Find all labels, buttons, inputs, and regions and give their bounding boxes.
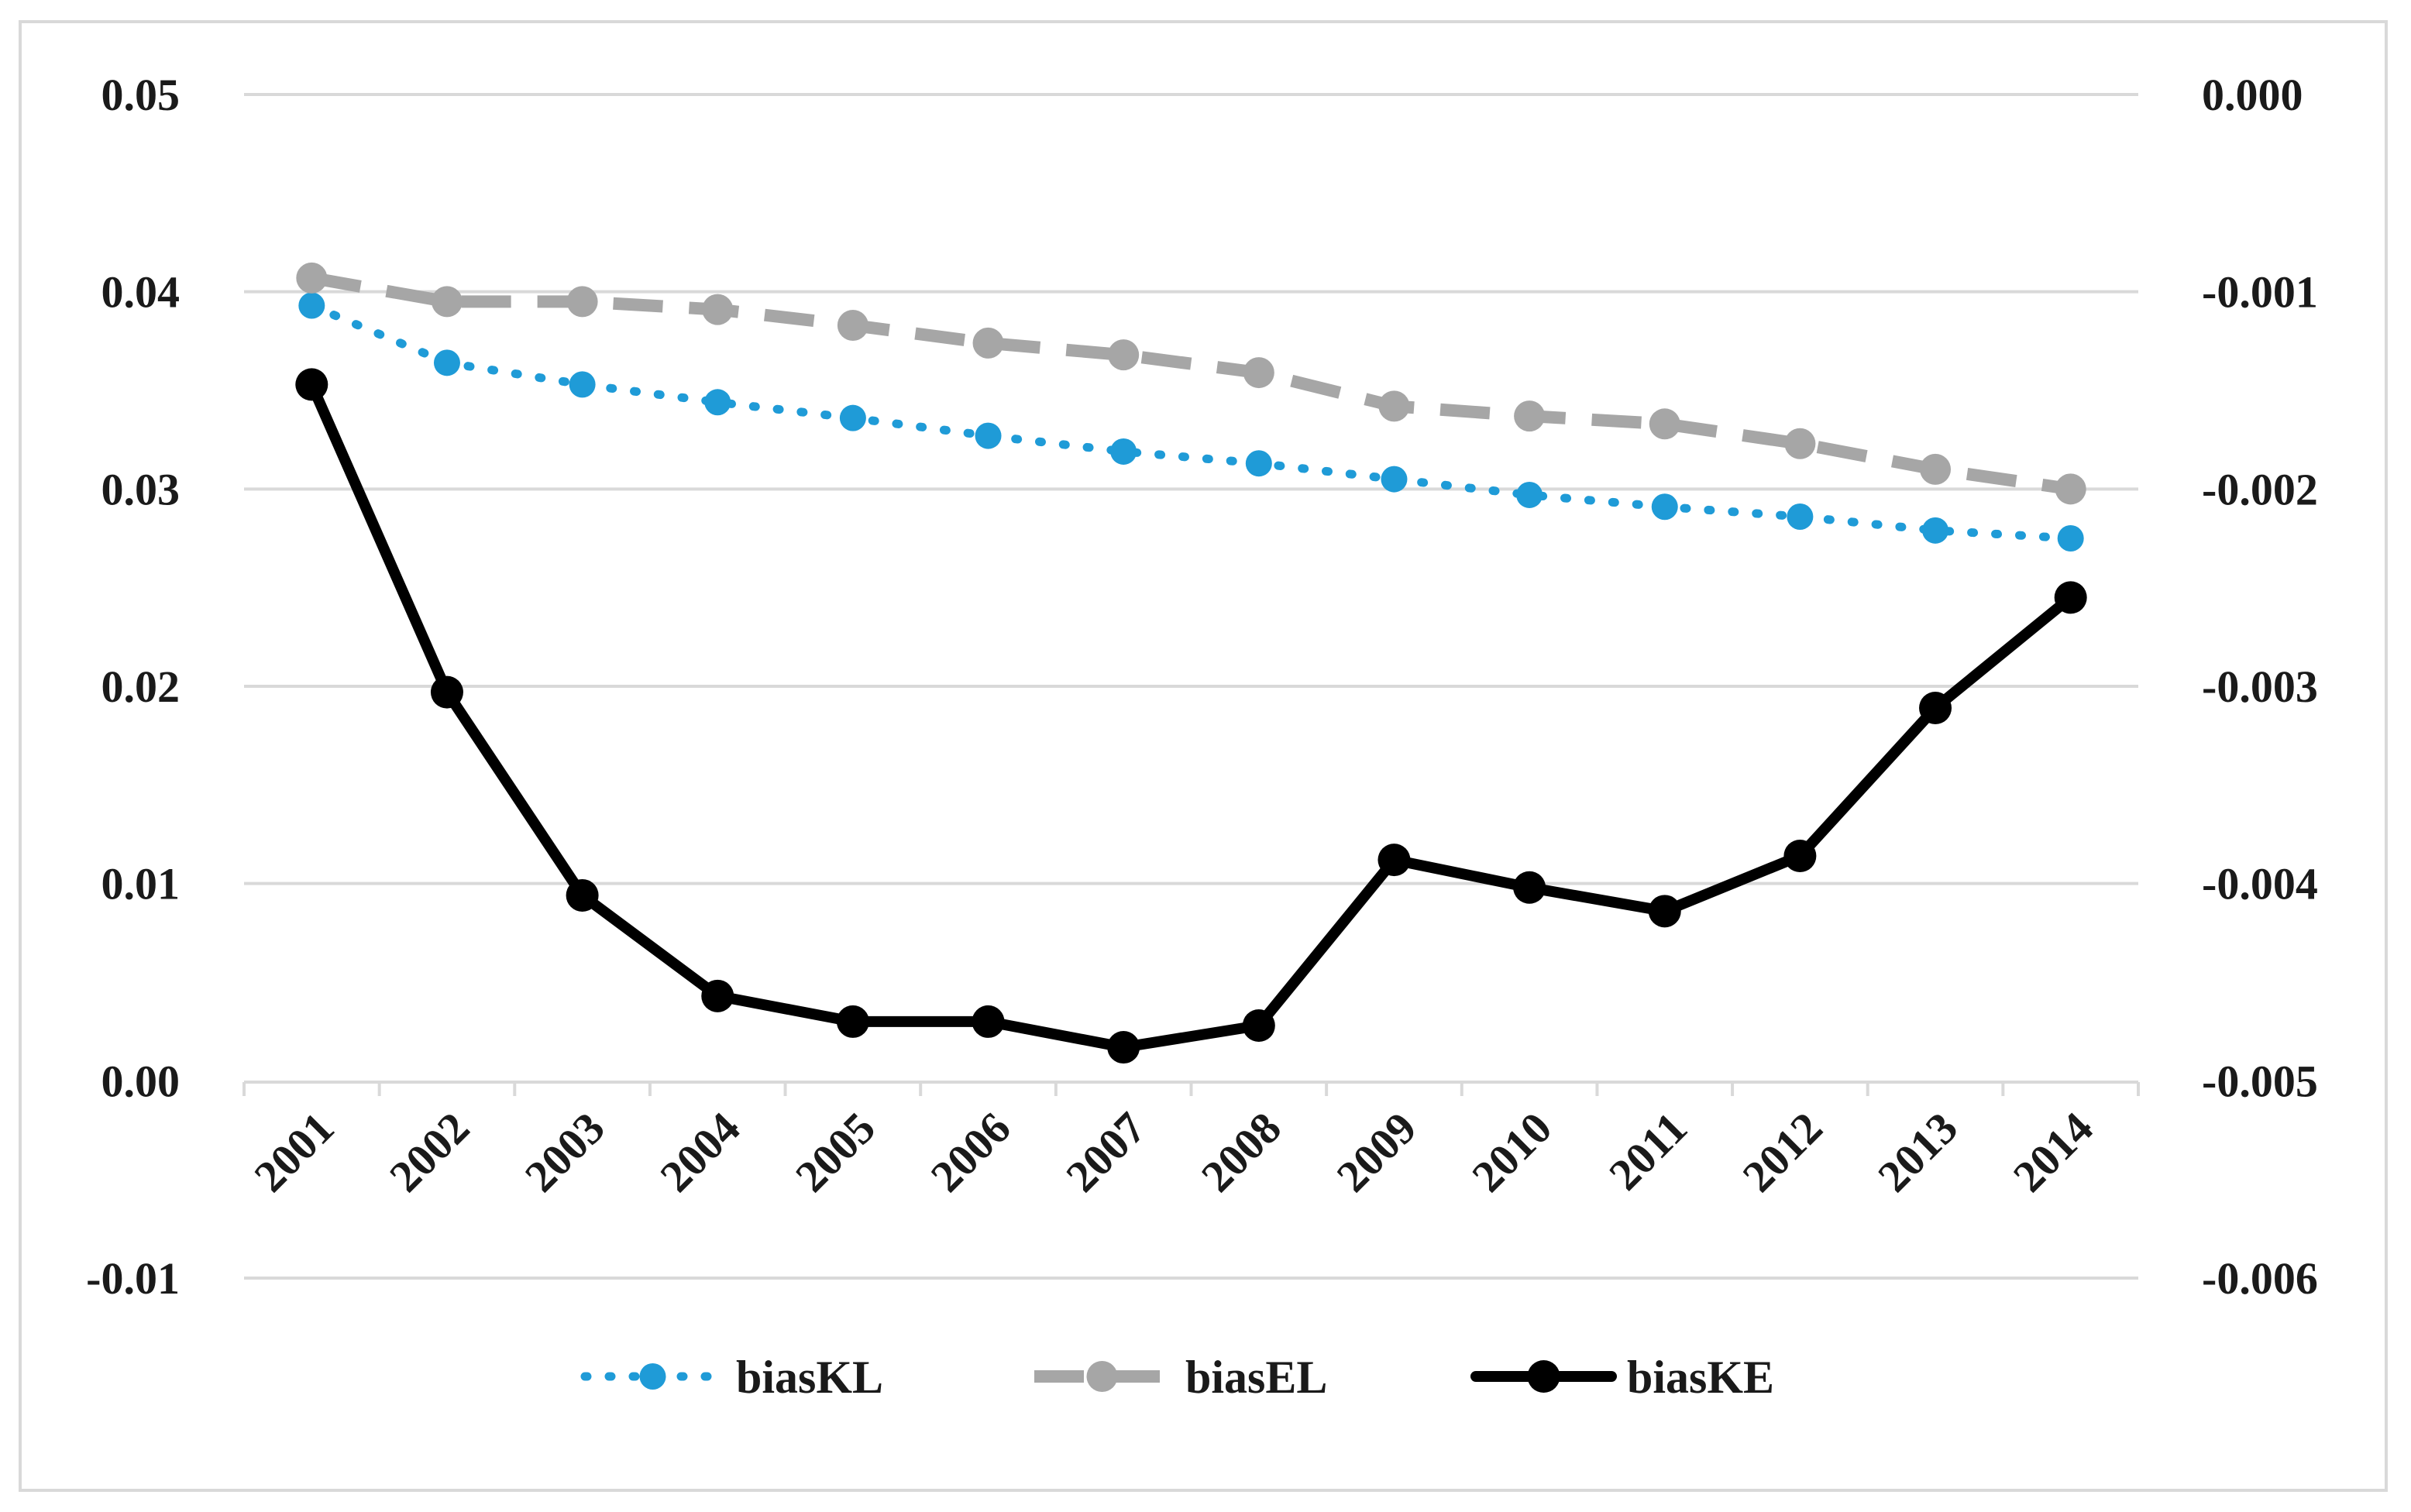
left-axis-tick-label: 0.02 (101, 662, 181, 712)
data-point-biasKE[interactable] (430, 675, 463, 709)
right-axis-tick-label: -0.002 (2202, 464, 2318, 514)
gridlines (244, 93, 2138, 1280)
legend-label-biasEL: biasEL (1185, 1352, 1327, 1403)
series-line-biasKL (307, 301, 2076, 543)
data-point-biasKL[interactable] (298, 292, 325, 319)
legend-item-biasEL[interactable]: biasEL (1034, 1352, 1327, 1403)
series-line-biasEL (310, 271, 2072, 496)
x-axis-tick-label: 2009 (1327, 1102, 1426, 1201)
data-point-biasEL[interactable] (702, 294, 734, 325)
legend-marker-biasEL (1086, 1361, 1118, 1392)
x-axis-tick-labels: 2001 2002 2003 2004 2005 2006 2007 2008 2009 2010… (245, 1102, 2103, 1201)
series-group (295, 262, 2087, 1064)
data-point-biasKL[interactable] (1651, 493, 1678, 521)
data-point-biasKE[interactable] (1513, 871, 1546, 904)
left-axis-tick-label: 0.00 (101, 1056, 181, 1106)
data-point-biasKL[interactable] (839, 404, 866, 431)
left-axis-tick-label: 0.01 (101, 859, 181, 909)
x-axis (242, 1081, 2140, 1096)
data-point-biasKL[interactable] (1516, 481, 1543, 508)
legend-label-biasKE: biasKE (1627, 1352, 1774, 1403)
series-biasKL (298, 292, 2084, 552)
x-axis-tick-label: 2011 (1599, 1102, 1697, 1200)
x-axis-tick-label: 2004 (650, 1102, 749, 1201)
data-point-biasEL[interactable] (2055, 473, 2086, 505)
left-axis-tick-label: 0.03 (101, 464, 181, 514)
legend-marker-biasKE (1527, 1360, 1560, 1393)
data-point-biasKE[interactable] (566, 878, 599, 912)
data-point-biasKL[interactable] (704, 389, 731, 416)
data-point-biasKE[interactable] (1377, 844, 1411, 877)
chart-frame (19, 20, 2388, 1492)
data-point-biasEL[interactable] (431, 286, 463, 318)
data-point-biasKE[interactable] (836, 1005, 869, 1038)
left-axis-tick-label: -0.01 (86, 1253, 180, 1304)
x-axis-tick-label: 2006 (921, 1102, 1020, 1201)
data-point-biasEL[interactable] (1649, 408, 1680, 440)
right-axis-tick-label: -0.001 (2202, 267, 2318, 318)
legend-label-biasKL: biasKL (736, 1352, 883, 1403)
data-point-biasKE[interactable] (1648, 895, 1681, 928)
series-biasEL (296, 262, 2086, 505)
x-axis-tick-label: 2010 (1462, 1102, 1561, 1201)
data-point-biasEL[interactable] (1108, 339, 1140, 371)
data-point-biasEL[interactable] (566, 286, 598, 318)
data-point-biasEL[interactable] (837, 309, 868, 341)
x-axis-tick-label: 2013 (1868, 1102, 1967, 1201)
series-biasKE (295, 368, 2087, 1064)
data-point-biasEL[interactable] (1514, 400, 1546, 432)
legend[interactable]: biasKL biasEL biasKE (580, 1352, 1774, 1403)
data-point-biasEL[interactable] (1243, 357, 1274, 389)
legend-marker-biasKL (639, 1363, 666, 1390)
data-point-biasEL[interactable] (296, 262, 328, 294)
data-point-biasKE[interactable] (295, 368, 328, 401)
series-line-biasKE (306, 379, 2076, 1053)
data-point-biasKL[interactable] (433, 349, 460, 376)
x-axis-tick-label: 2002 (380, 1102, 479, 1201)
left-axis-tick-label: 0.05 (101, 70, 181, 120)
data-point-biasKL[interactable] (1110, 438, 1137, 465)
data-point-biasKE[interactable] (1919, 692, 1952, 725)
data-point-biasKE[interactable] (2054, 581, 2087, 614)
right-axis-tick-label: 0.000 (2202, 70, 2303, 120)
legend-item-biasKL[interactable]: biasKL (580, 1352, 883, 1403)
data-point-biasKE[interactable] (1783, 840, 1817, 873)
x-axis-tick-label: 2008 (1192, 1102, 1291, 1201)
data-point-biasKL[interactable] (1381, 466, 1408, 493)
data-point-biasKL[interactable] (1787, 503, 1814, 530)
right-axis-tick-label: -0.006 (2202, 1253, 2318, 1304)
right-axis-tick-label: -0.005 (2202, 1056, 2318, 1106)
data-point-biasEL[interactable] (1378, 390, 1410, 422)
x-axis-tick-label: 2014 (2003, 1102, 2103, 1201)
data-point-biasKL[interactable] (975, 422, 1002, 449)
right-axis-tick-label: -0.004 (2202, 859, 2318, 909)
right-y-axis: 0.000 -0.001 -0.002 -0.003 -0.004 -0.005 -0.00… (2202, 70, 2318, 1304)
x-axis-tick-label: 2012 (1733, 1102, 1832, 1201)
data-point-biasKL[interactable] (1922, 517, 1949, 544)
data-point-biasEL[interactable] (1784, 428, 1816, 459)
data-point-biasKL[interactable] (569, 371, 596, 398)
x-axis-tick-label: 2005 (786, 1102, 885, 1201)
x-axis-tick-label: 2007 (1056, 1102, 1155, 1201)
data-point-biasKE[interactable] (1107, 1031, 1140, 1064)
data-point-biasEL[interactable] (972, 327, 1004, 359)
left-y-axis: 0.05 0.04 0.03 0.02 0.01 0.00 -0.01 (86, 70, 180, 1304)
data-point-biasKL[interactable] (2057, 525, 2084, 552)
data-point-biasKE[interactable] (701, 979, 734, 1012)
x-axis-tick-label: 2003 (515, 1102, 614, 1201)
data-point-biasEL[interactable] (1920, 453, 1952, 485)
right-axis-tick-label: -0.003 (2202, 662, 2318, 712)
data-point-biasKE[interactable] (1242, 1009, 1275, 1043)
legend-item-biasKE[interactable]: biasKE (1470, 1352, 1774, 1403)
data-point-biasKL[interactable] (1245, 450, 1272, 477)
data-point-biasKE[interactable] (972, 1005, 1005, 1038)
x-axis-tick-label: 2001 (245, 1102, 344, 1201)
left-axis-tick-label: 0.04 (101, 267, 181, 318)
